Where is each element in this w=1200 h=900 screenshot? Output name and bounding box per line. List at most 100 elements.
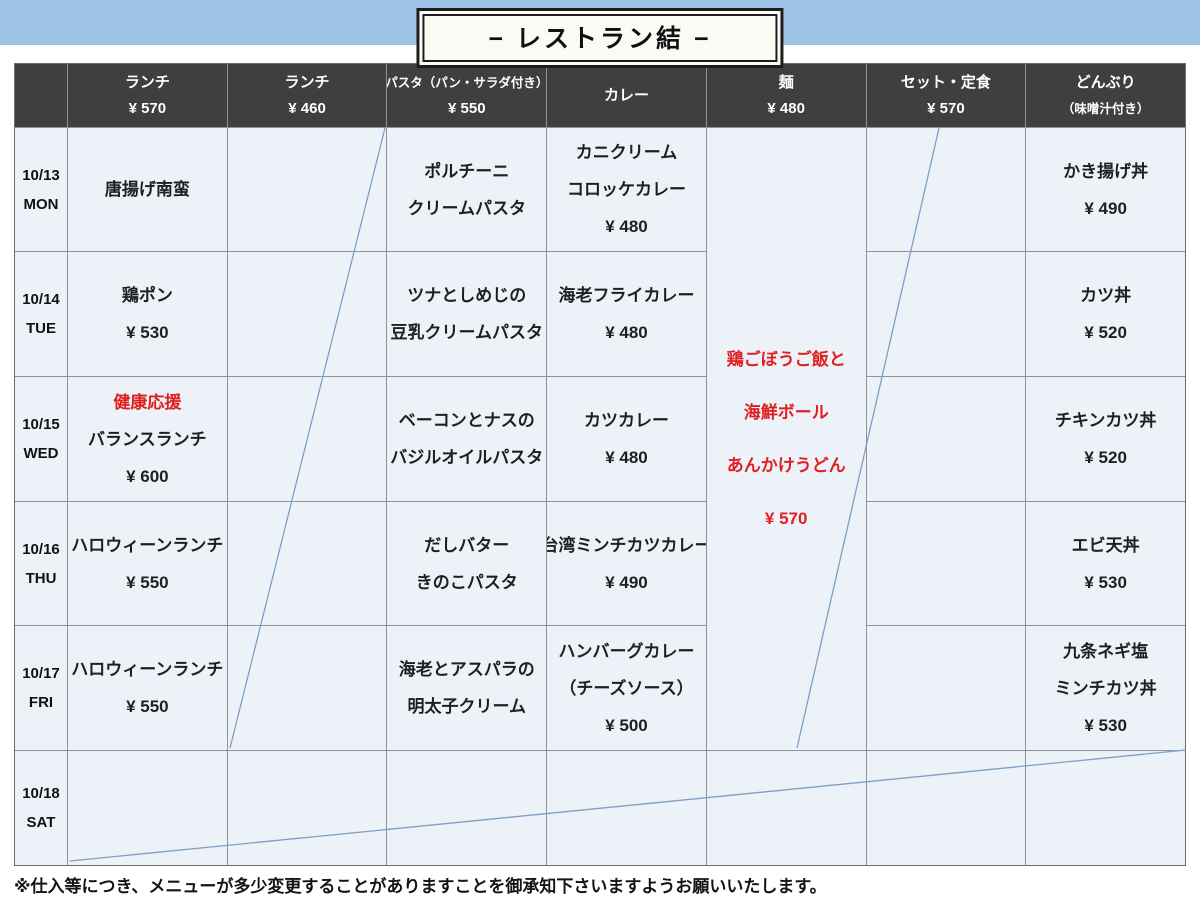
merged-noodle-cell: 鶏ごぼうご飯と 海鮮ボール あんかけうどん ¥ 570 <box>706 128 866 750</box>
menu-cell: ベーコンとナスの バジルオイルパスタ <box>387 377 547 501</box>
menu-cell <box>866 252 1026 376</box>
header-cell: どんぶり （味噌汁付き） <box>1026 64 1185 127</box>
header-line: ¥ 460 <box>288 99 326 117</box>
menu-line: ¥ 480 <box>605 323 648 342</box>
header-line: 麺 <box>778 73 794 91</box>
menu-line: バジルオイルパスタ <box>390 448 544 467</box>
menu-line: ¥ 530 <box>126 323 169 342</box>
header-cell: カレー <box>547 64 706 127</box>
menu-line: ¥ 530 <box>1084 715 1127 735</box>
date-line: 10/18 <box>22 785 60 802</box>
header-cell: パスタ（パン・サラダ付き） ¥ 550 <box>387 64 547 127</box>
date-cell: 10/14 TUE <box>15 252 67 376</box>
date-line: 10/14 <box>22 291 60 308</box>
date-line: 10/17 <box>22 665 60 682</box>
menu-line: ¥ 500 <box>605 715 648 735</box>
menu-line: ¥ 550 <box>126 697 169 716</box>
restaurant-title-box: − レストラン結 − <box>416 8 784 68</box>
menu-cell: エビ天丼 ¥ 530 <box>1026 502 1185 625</box>
menu-line: カツカレー <box>583 411 669 430</box>
menu-cell <box>866 128 1026 251</box>
weekly-menu-table-wrap: ランチ ¥ 570 ランチ ¥ 460 パスタ（パン・サラダ付き） ¥ 550 カレー 麺 ¥ … <box>14 63 1186 866</box>
menu-cell: だしバターきのこパスタ <box>387 502 547 625</box>
header-cell: ランチ ¥ 570 <box>68 64 227 127</box>
menu-cell: ポルチーニクリームパスタ <box>387 128 547 251</box>
date-line: 10/15 <box>22 416 60 433</box>
menu-line: 台湾ミンチカツカレー <box>547 535 706 555</box>
menu-line: コロッケカレー <box>566 180 686 199</box>
date-line: SAT <box>26 814 56 831</box>
menu-line: 海老とアスパラの <box>398 660 535 679</box>
menu-cell <box>706 751 866 865</box>
menu-cell: ハロウィーンランチ ¥ 550 <box>68 626 227 750</box>
header-line: ランチ <box>284 73 330 91</box>
menu-cell: 鶏ポン ¥ 530 <box>68 252 227 376</box>
menu-line: ハロウィーンランチ <box>71 535 224 555</box>
date-cell: 10/17 FRI <box>15 626 67 750</box>
menu-line: かき揚げ丼 <box>1063 161 1149 181</box>
menu-line: ¥ 520 <box>1084 323 1127 342</box>
menu-line: ポルチーニ <box>424 161 510 181</box>
menu-cell: 九条ネギ塩 ミンチカツ丼 ¥ 530 <box>1026 626 1185 750</box>
menu-line: ベーコンとナスの <box>398 411 535 430</box>
date-line: TUE <box>26 320 56 337</box>
header-cell: 麺 ¥ 480 <box>706 64 866 127</box>
menu-line: 鶏ポン <box>121 286 173 305</box>
menu-cell: 健康応援バランスランチ ¥ 600 <box>68 377 227 501</box>
menu-line: クリームパスタ <box>407 198 527 218</box>
menu-cell: 唐揚げ南蛮 <box>68 128 227 251</box>
menu-cell <box>227 626 387 750</box>
menu-cell: 台湾ミンチカツカレー ¥ 490 <box>547 502 706 625</box>
menu-cell <box>1026 751 1185 865</box>
menu-line: ミンチカツ丼 <box>1054 678 1157 698</box>
header-line: ¥ 480 <box>767 99 805 117</box>
menu-line: ¥ 600 <box>126 466 169 486</box>
menu-cell <box>547 751 706 865</box>
header-line: ¥ 550 <box>448 99 486 117</box>
header-line: どんぶり <box>1075 73 1136 91</box>
date-line: MON <box>23 195 59 213</box>
menu-line: 健康応援 <box>113 392 182 412</box>
merged-noodle-line: 海鮮ボール <box>743 403 829 422</box>
menu-cell: ハンバーグカレー （チーズソース） ¥ 500 <box>547 626 706 750</box>
menu-line: 豆乳クリームパスタ <box>390 323 544 342</box>
header-line: ¥ 570 <box>128 99 167 117</box>
header-line: パスタ（パン・サラダ付き） <box>387 75 547 90</box>
menu-line: ¥ 480 <box>605 217 648 236</box>
restaurant-title: − レストラン結 − <box>422 14 778 62</box>
date-line: 10/16 <box>22 540 60 558</box>
menu-cell: カニクリーム コロッケカレー ¥ 480 <box>547 128 706 251</box>
date-line: THU <box>25 569 57 587</box>
menu-line: ツナとしめじの <box>407 286 527 305</box>
menu-cell <box>68 751 227 865</box>
menu-cell <box>866 751 1026 865</box>
merged-noodle-line: ¥ 570 <box>764 509 808 528</box>
menu-cell <box>227 128 387 251</box>
header-line: （味噌汁付き） <box>1061 101 1150 116</box>
menu-line: バランスランチ <box>88 429 207 449</box>
menu-line: きのこパスタ <box>415 572 518 592</box>
header-cell: ランチ ¥ 460 <box>227 64 387 127</box>
date-line: 10/13 <box>22 166 60 184</box>
menu-cell: ツナとしめじの 豆乳クリームパスタ <box>387 252 547 376</box>
menu-line: ハンバーグカレー <box>558 641 695 661</box>
date-line: WED <box>23 445 59 462</box>
footnote: ※仕入等につき、メニューが多少変更することがありますことを御承知下さいますようお… <box>14 877 827 896</box>
menu-line: ¥ 480 <box>605 448 648 467</box>
menu-cell: チキンカツ丼 ¥ 520 <box>1026 377 1185 501</box>
menu-line: ¥ 530 <box>1084 572 1127 592</box>
menu-cell: 海老とアスパラの 明太子クリーム <box>387 626 547 750</box>
menu-cell: カツ丼 ¥ 520 <box>1026 252 1185 376</box>
header-line: ¥ 570 <box>927 99 965 117</box>
menu-cell: 海老フライカレー ¥ 480 <box>547 252 706 376</box>
menu-line: だしバター <box>424 535 510 555</box>
header-line: カレー <box>603 86 649 104</box>
date-line: FRI <box>28 694 54 711</box>
header-line: ランチ <box>124 73 170 91</box>
menu-cell: かき揚げ丼 ¥ 490 <box>1026 128 1185 251</box>
date-cell: 10/13 MON <box>15 128 67 251</box>
merged-noodle-line: 鶏ごぼうご飯と <box>726 350 846 369</box>
menu-cell <box>866 626 1026 750</box>
menu-line: チキンカツ丼 <box>1054 411 1157 430</box>
menu-line: カツ丼 <box>1080 286 1132 305</box>
